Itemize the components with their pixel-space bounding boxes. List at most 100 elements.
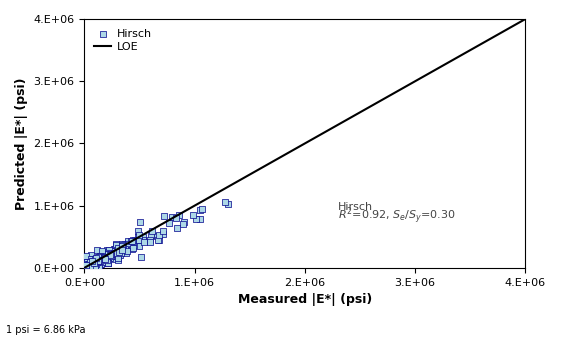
Hirsch (91, 263, 100, 269)
Hirsch (111, 242, 120, 248)
Hirsch (81, 265, 90, 270)
Hirsch (94, 264, 103, 269)
Legend: Hirsch, LOE: Hirsch, LOE (90, 25, 156, 57)
Hirsch (93, 265, 102, 270)
Hirsch (88, 260, 97, 265)
Hirsch (135, 243, 144, 248)
Hirsch (80, 264, 89, 270)
Hirsch (121, 251, 130, 256)
Hirsch (89, 263, 98, 269)
Hirsch (104, 248, 113, 253)
Hirsch (87, 265, 96, 270)
Hirsch (80, 265, 89, 270)
Hirsch (152, 233, 161, 238)
Hirsch (80, 265, 89, 270)
X-axis label: Measured |E*| (psi): Measured |E*| (psi) (238, 293, 372, 306)
Hirsch (89, 260, 98, 266)
Hirsch (87, 258, 96, 264)
Hirsch (81, 265, 90, 270)
Hirsch (123, 239, 132, 244)
Hirsch (83, 265, 92, 270)
Hirsch (94, 258, 103, 263)
Hirsch (100, 254, 109, 260)
Hirsch (85, 256, 94, 261)
Hirsch (98, 260, 107, 265)
Hirsch (84, 265, 93, 270)
Hirsch (81, 265, 90, 270)
Hirsch (84, 262, 93, 267)
Hirsch (106, 254, 115, 259)
Hirsch (123, 241, 132, 246)
Hirsch (95, 260, 104, 265)
Hirsch (92, 263, 101, 268)
Hirsch (81, 264, 90, 270)
Hirsch (85, 263, 94, 268)
Hirsch (81, 254, 90, 260)
Hirsch (188, 212, 197, 217)
Hirsch (85, 260, 94, 266)
Hirsch (104, 251, 113, 257)
Hirsch (118, 247, 127, 252)
Hirsch (113, 245, 122, 250)
Hirsch (104, 252, 113, 258)
Hirsch (83, 260, 92, 265)
Hirsch (110, 257, 119, 262)
Hirsch (84, 259, 93, 265)
Hirsch (93, 261, 102, 267)
Hirsch (81, 261, 90, 266)
Hirsch (113, 248, 122, 253)
Hirsch (82, 261, 91, 266)
Hirsch (119, 242, 128, 248)
Hirsch (155, 233, 164, 238)
Hirsch (92, 261, 101, 267)
Hirsch (121, 243, 130, 248)
Hirsch (85, 261, 94, 266)
Hirsch (101, 257, 110, 262)
Hirsch (117, 250, 126, 256)
Hirsch (107, 251, 116, 257)
Hirsch (96, 262, 105, 267)
Hirsch (81, 263, 90, 268)
Hirsch (89, 258, 98, 263)
Hirsch (196, 216, 205, 221)
Hirsch (113, 248, 122, 254)
Hirsch (131, 237, 140, 242)
Hirsch (85, 261, 94, 267)
Hirsch (85, 261, 94, 267)
Hirsch (173, 225, 182, 230)
Text: 1 psi = 6.86 kPa: 1 psi = 6.86 kPa (6, 324, 85, 335)
Hirsch (159, 228, 168, 233)
Hirsch (90, 259, 99, 265)
Hirsch (86, 253, 95, 258)
Hirsch (91, 265, 100, 270)
Hirsch (90, 259, 99, 264)
Hirsch (86, 265, 95, 270)
Hirsch (95, 254, 104, 259)
Hirsch (80, 265, 89, 270)
Hirsch (93, 257, 102, 262)
Hirsch (85, 264, 94, 269)
Hirsch (164, 220, 173, 226)
Hirsch (85, 264, 94, 269)
Hirsch (104, 258, 113, 263)
Hirsch (103, 260, 112, 266)
Hirsch (95, 258, 104, 263)
Hirsch (128, 237, 137, 242)
Hirsch (82, 265, 91, 270)
Hirsch (81, 261, 90, 267)
Hirsch (87, 263, 96, 268)
Hirsch (220, 199, 229, 204)
Hirsch (99, 255, 108, 260)
Hirsch (101, 254, 110, 260)
Hirsch (92, 255, 101, 261)
Hirsch (93, 255, 102, 261)
Hirsch (146, 232, 155, 238)
Hirsch (223, 201, 232, 207)
Hirsch (107, 249, 116, 254)
Hirsch (92, 258, 101, 263)
Hirsch (110, 253, 119, 258)
Hirsch (135, 233, 144, 238)
Hirsch (84, 265, 93, 270)
Hirsch (135, 237, 144, 242)
Hirsch (154, 237, 163, 242)
